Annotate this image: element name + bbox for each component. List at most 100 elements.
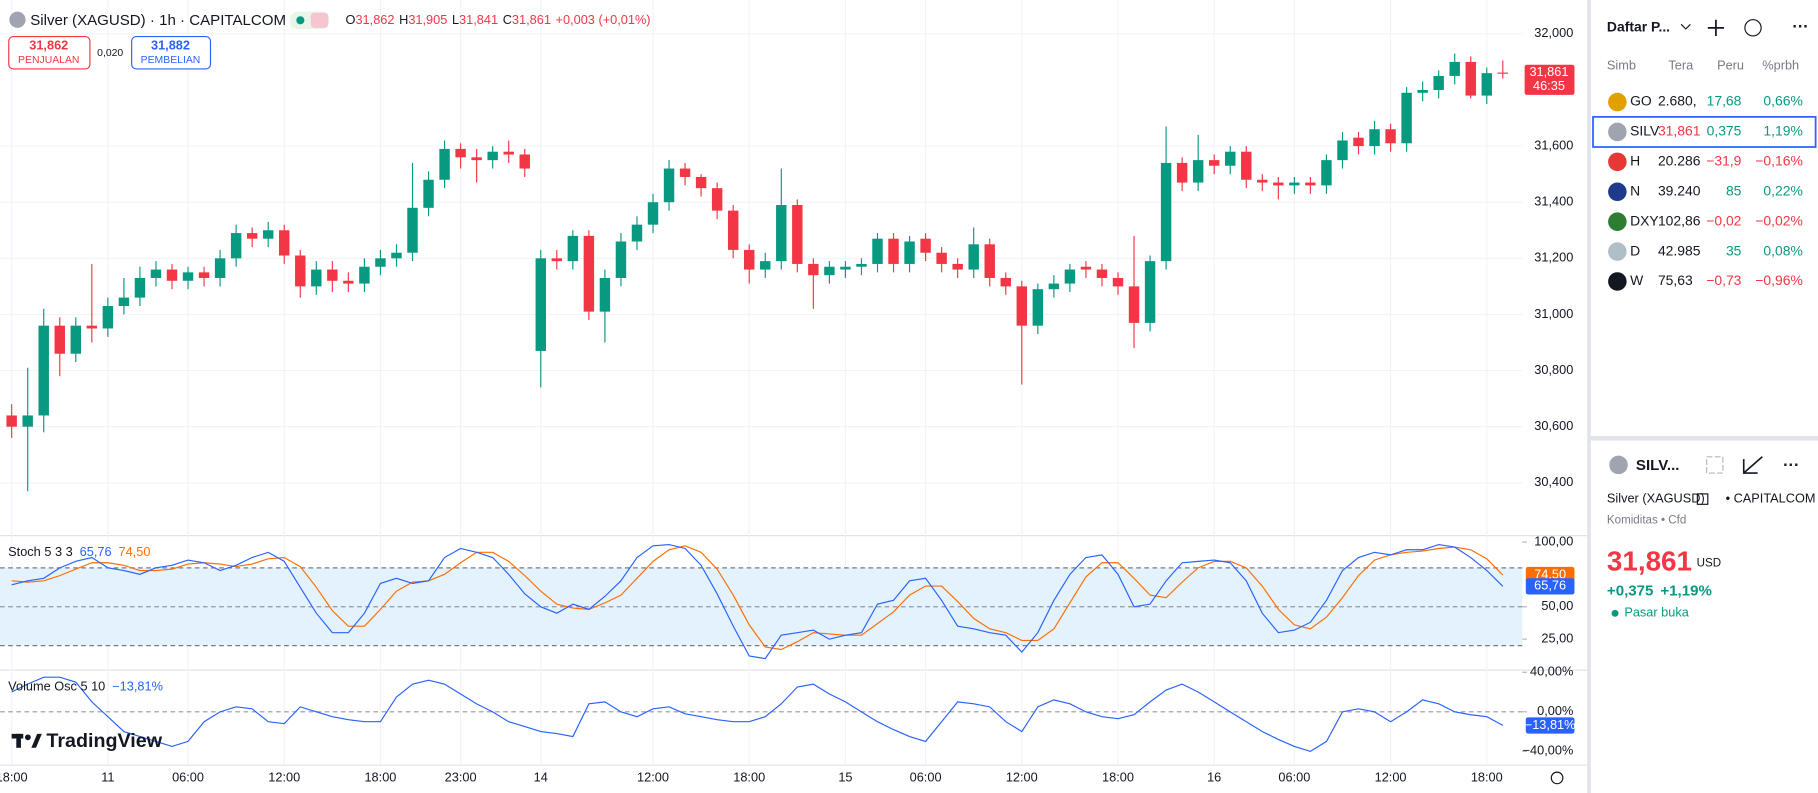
candle-body xyxy=(872,238,883,264)
symbol[interactable]: N xyxy=(1630,182,1640,198)
add-icon[interactable] xyxy=(1707,19,1725,36)
candle-body xyxy=(695,176,707,189)
symbol-icon xyxy=(1608,212,1627,231)
settings-icon[interactable] xyxy=(1550,771,1564,785)
candle-body xyxy=(968,244,979,270)
y-tick-label: 31,200 xyxy=(1534,250,1573,265)
ohlc: O31,862 H31,905 L31,841 C31,861 +0,003 (+0,0… xyxy=(346,12,651,27)
candle-body xyxy=(1048,283,1060,290)
candle-body xyxy=(455,148,466,158)
candle-body xyxy=(679,168,691,177)
watchlist-title[interactable]: Daftar P... xyxy=(1607,18,1670,34)
candle-body xyxy=(1208,160,1220,166)
sell-label: PENJUALAN xyxy=(18,55,79,66)
candle-body xyxy=(375,258,386,267)
change-pct: 0,08% xyxy=(1763,242,1802,258)
symbol[interactable]: GO xyxy=(1630,93,1652,109)
ohlc-key: C xyxy=(503,12,512,27)
candle-body xyxy=(519,154,530,169)
y-tick-label: 30,400 xyxy=(1534,474,1573,489)
details-currency: USD xyxy=(1697,558,1721,570)
indicator-title: Volume Osc 5 10 xyxy=(8,679,105,694)
x-tick-label: 23:00 xyxy=(445,769,477,784)
candle-body xyxy=(1225,151,1236,166)
edit-icon[interactable] xyxy=(1742,456,1763,474)
candle-body xyxy=(1016,286,1028,326)
candle-body xyxy=(439,148,450,180)
x-tick-label: 18:00 xyxy=(364,769,396,784)
candle-body xyxy=(711,188,723,211)
symbol-icon xyxy=(1608,92,1627,112)
logo-text: TradingView xyxy=(46,730,162,752)
chevron[interactable] xyxy=(1680,23,1691,30)
candle-body xyxy=(391,252,402,259)
candle-body xyxy=(503,151,514,155)
value-tag xyxy=(1525,717,1575,734)
details-change-value: +0,375 xyxy=(1607,582,1654,599)
candle-body xyxy=(359,266,370,284)
candle-body xyxy=(1080,266,1092,270)
panel-divider xyxy=(1590,435,1818,441)
candle-body xyxy=(214,258,226,278)
candle-body xyxy=(182,272,194,281)
candle-body xyxy=(583,235,595,312)
x-tick-label: 18:00 xyxy=(733,769,765,784)
candle-body xyxy=(246,233,258,239)
candle-body xyxy=(1064,269,1076,284)
symbol[interactable]: W xyxy=(1630,272,1644,288)
candle-body xyxy=(856,263,867,267)
candle-body xyxy=(1176,162,1188,183)
change: −31,9 xyxy=(1706,153,1741,169)
column-header[interactable]: Simb xyxy=(1607,57,1636,72)
column-header[interactable]: %prbh xyxy=(1762,57,1799,72)
layout-icon[interactable] xyxy=(1706,456,1724,474)
indicator-line xyxy=(11,545,1504,651)
last: 102,86 xyxy=(1658,212,1701,228)
change: −0,73 xyxy=(1706,272,1741,288)
chart-icon[interactable] xyxy=(1744,19,1762,37)
candle-body xyxy=(22,415,33,427)
symbol[interactable]: DXY xyxy=(1630,212,1659,228)
change-pct: 0,66% xyxy=(1763,93,1802,109)
column-header[interactable]: Tera xyxy=(1668,57,1694,72)
buy-label: PEMBELIAN xyxy=(141,55,201,66)
logo: TradingView xyxy=(11,730,163,752)
details-name-line: Silver (XAGUSD) • CAPITALCOM xyxy=(1607,491,1816,506)
symbol[interactable]: D xyxy=(1630,242,1640,258)
column-header[interactable]: Peru xyxy=(1717,57,1744,72)
ohlc-key: O xyxy=(346,12,356,27)
market-status: Pasar buka xyxy=(1624,605,1689,620)
more-icon[interactable]: ··· xyxy=(1792,18,1808,36)
symbol-icon xyxy=(1609,455,1628,475)
symbol-icon xyxy=(1608,242,1627,261)
x-tick-label: 18:00 xyxy=(1102,769,1134,784)
symbol-icon xyxy=(9,11,26,28)
details-meta: Komiditas • Cfd xyxy=(1607,515,1686,527)
value-tag-label: 74,50 xyxy=(1534,566,1566,581)
candle-body xyxy=(1369,129,1380,147)
x-tick-label: 11 xyxy=(101,769,114,784)
sell-button[interactable] xyxy=(8,35,91,70)
ohlc-change: +0,003 (+0,01%) xyxy=(556,12,651,27)
y-tick-label: −40,00% xyxy=(1523,743,1574,758)
more-icon[interactable]: ··· xyxy=(1783,456,1799,474)
legend-value: −13,81% xyxy=(112,679,163,694)
symbol-title[interactable]: Silver (XAGUSD) · 1h · CAPITALCOM xyxy=(30,12,286,29)
change-pct: 0,22% xyxy=(1763,182,1802,198)
ohlc-key: L xyxy=(452,12,459,27)
candle-body xyxy=(631,224,643,242)
panel-divider xyxy=(1587,0,1591,793)
symbol[interactable]: SILV xyxy=(1630,123,1660,139)
buy-button[interactable] xyxy=(131,35,212,70)
link-icon[interactable] xyxy=(1696,493,1709,505)
candle-body xyxy=(1128,286,1140,323)
candle-body xyxy=(262,230,274,239)
status-icon xyxy=(310,12,329,28)
candle-body xyxy=(984,244,995,278)
x-tick-label: 16 xyxy=(1207,769,1221,784)
details-name[interactable]: Silver (XAGUSD) xyxy=(1607,491,1705,506)
candle-body xyxy=(1160,162,1172,262)
candle-body xyxy=(936,252,947,264)
symbol[interactable]: H xyxy=(1630,153,1640,169)
candle-body xyxy=(615,241,627,278)
